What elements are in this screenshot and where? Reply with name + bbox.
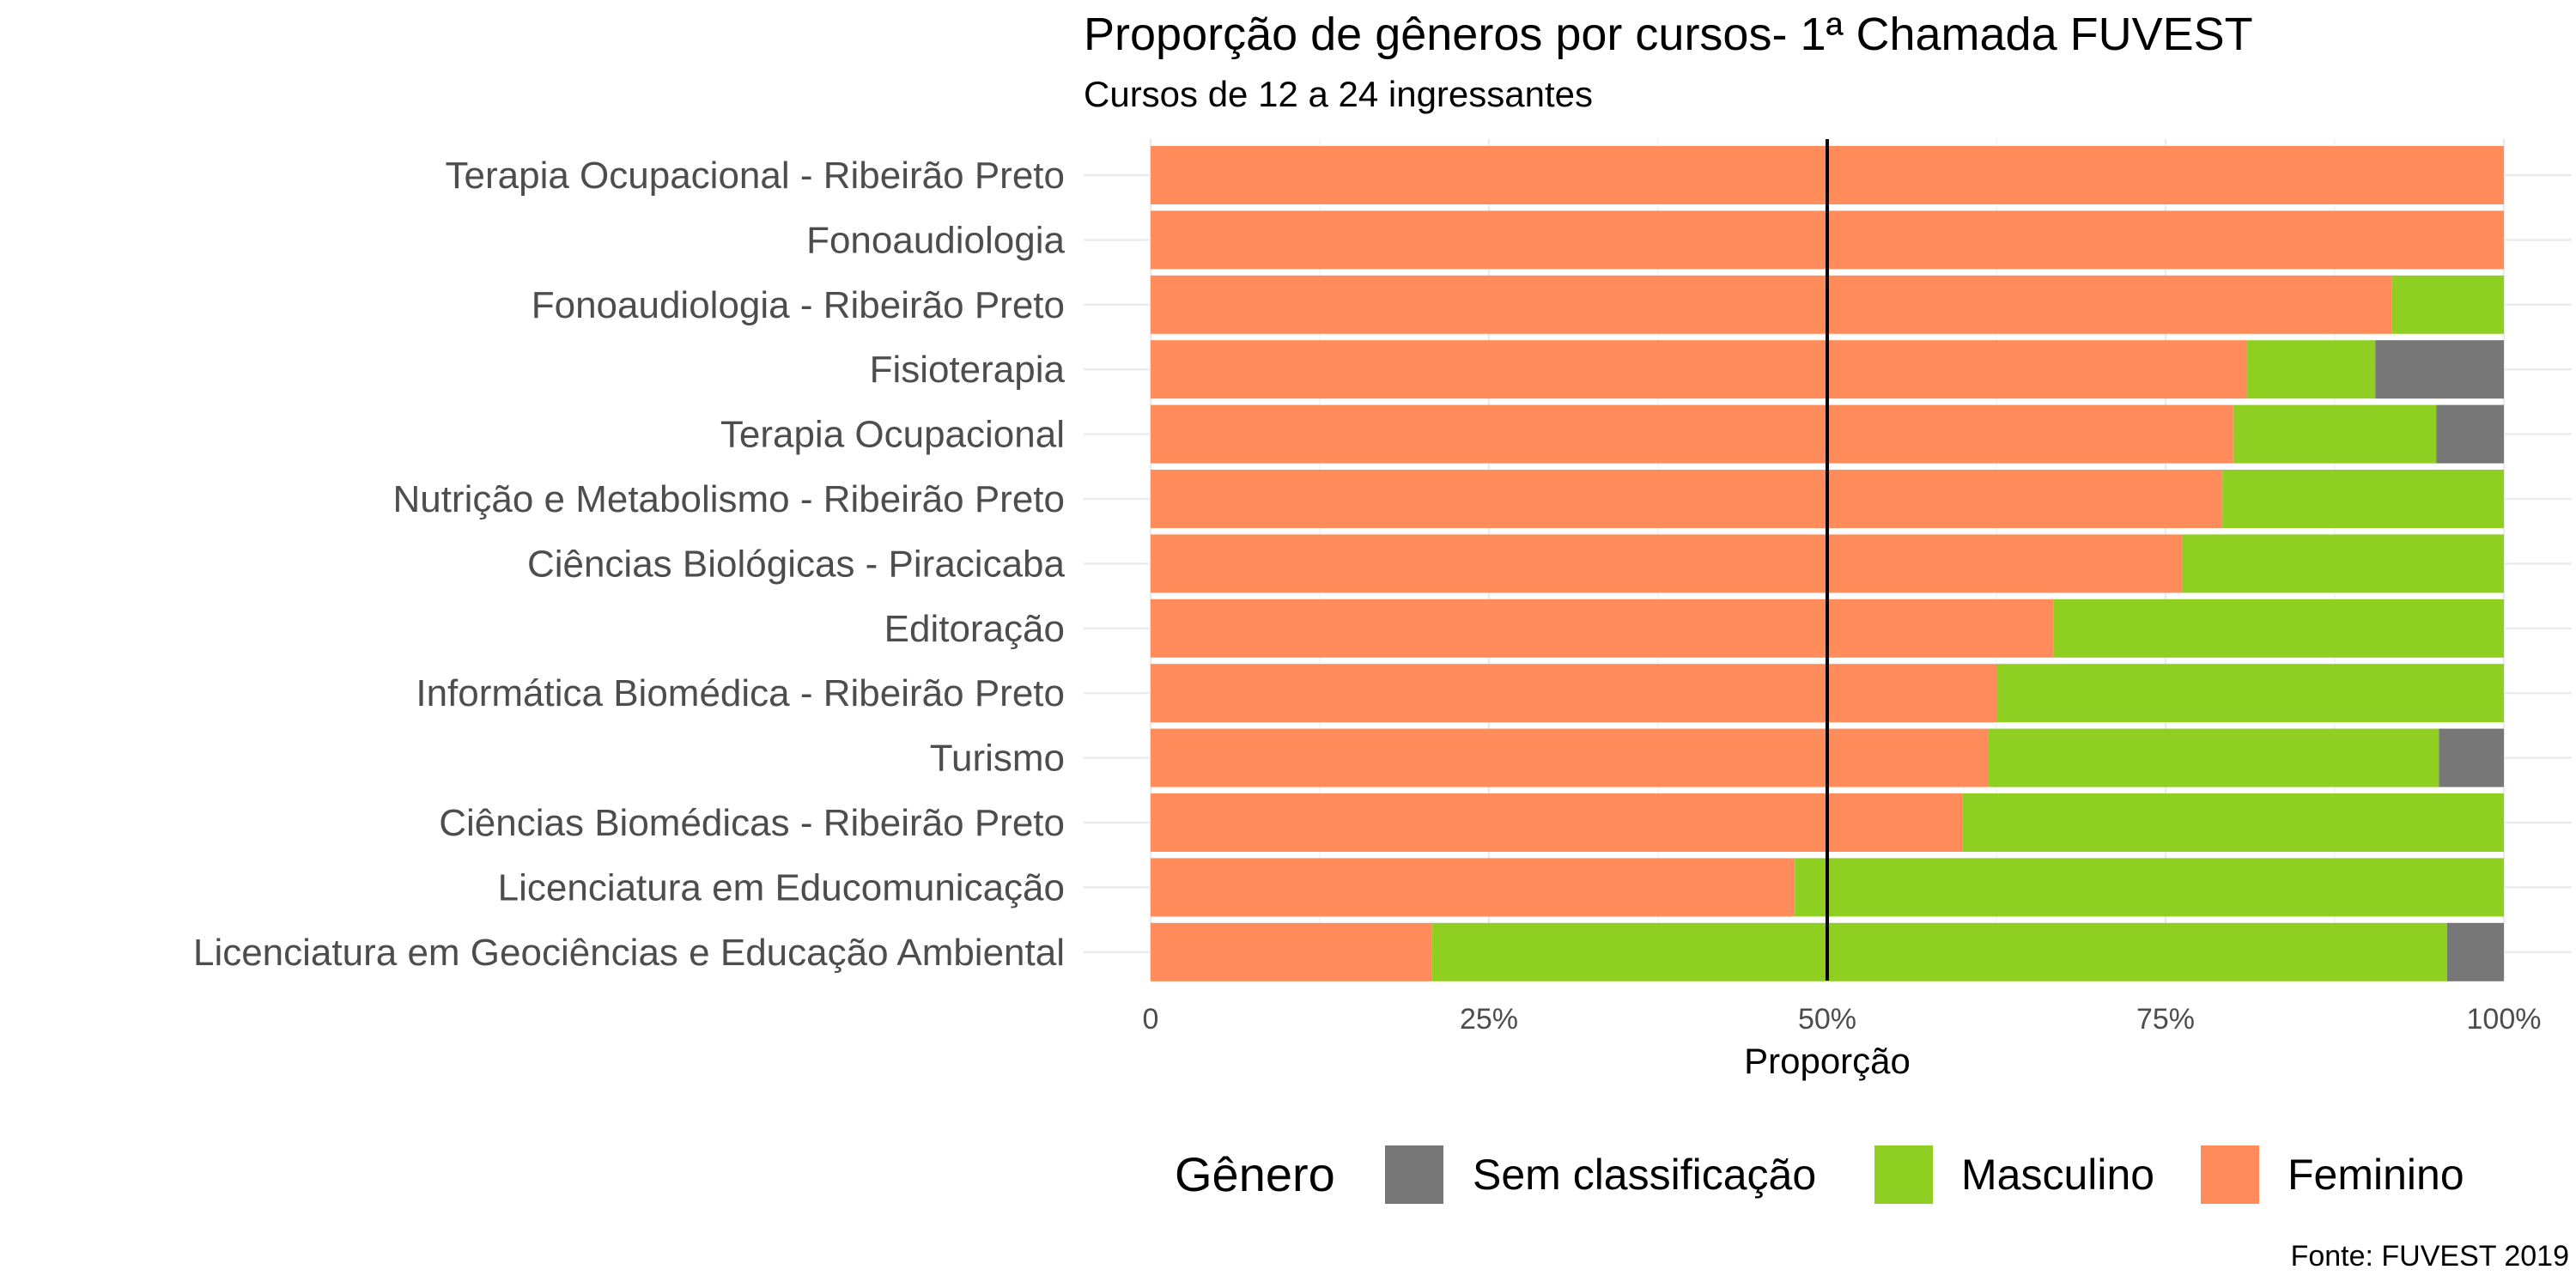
bar-feminino	[1151, 922, 1432, 981]
bar-feminino	[1151, 275, 2392, 334]
y-tick-label: Fisioterapia	[870, 349, 1066, 391]
x-tick-label: 50%	[1798, 1003, 1856, 1036]
y-tick-label: Fonoaudiologia - Ribeirão Preto	[532, 284, 1065, 326]
y-tick-label: Licenciatura em Geociências e Educação A…	[193, 932, 1065, 974]
bars	[1151, 146, 2504, 981]
bar-masculino	[1996, 664, 2504, 723]
y-tick-label: Nutrição e Metabolismo - Ribeirão Preto	[392, 478, 1065, 520]
bar-masculino	[2391, 275, 2504, 334]
legend-label-masculino: Masculino	[1961, 1151, 2154, 1199]
legend-key-sem-classificacao	[1385, 1145, 1443, 1204]
y-tick-label: Informática Biomédica - Ribeirão Preto	[416, 672, 1065, 714]
bar-masculino	[1962, 793, 2504, 852]
y-tick-label: Terapia Ocupacional	[720, 414, 1065, 456]
bar-masculino	[1431, 922, 2447, 981]
x-tick-label: 0	[1143, 1003, 1159, 1036]
bar-feminino	[1151, 793, 1963, 852]
y-tick-label: Licenciatura em Educomunicação	[498, 866, 1065, 908]
y-tick-label: Editoração	[884, 608, 1065, 650]
y-tick-label: Ciências Biológicas - Piracicaba	[527, 543, 1066, 585]
bar-feminino	[1151, 470, 2223, 528]
bar-masculino	[2181, 534, 2504, 593]
bar-masculino	[1795, 858, 2504, 917]
bar-sem-classificacao	[2439, 728, 2504, 787]
bar-feminino	[1151, 404, 2233, 464]
legend-key-masculino	[1874, 1145, 1933, 1204]
bar-masculino	[2233, 404, 2437, 464]
legend: Gênero Sem classificação Masculino Feminino	[1175, 1145, 2464, 1204]
x-tick-label: 75%	[2136, 1003, 2195, 1036]
bar-masculino	[2222, 470, 2504, 528]
bar-masculino	[2053, 598, 2504, 658]
y-tick-label: Fonoaudiologia	[806, 219, 1065, 261]
bar-feminino	[1151, 664, 1996, 723]
bar-sem-classificacao	[2446, 922, 2504, 981]
legend-label-sem-classificacao: Sem classificação	[1473, 1151, 1816, 1199]
y-tick-label: Turismo	[930, 738, 1065, 780]
legend-title: Gênero	[1175, 1147, 1335, 1201]
legend-label-feminino: Feminino	[2287, 1151, 2464, 1199]
x-tick-label: 100%	[2467, 1003, 2542, 1036]
x-tick-label: 25%	[1460, 1003, 1518, 1036]
bar-feminino	[1151, 340, 2247, 399]
bar-feminino	[1151, 598, 2054, 658]
chart-caption: Fonte: FUVEST 2019	[2291, 1240, 2569, 1273]
x-axis-ticks: 0 25% 50% 75% 100%	[1143, 1003, 2542, 1036]
x-axis-title: Proporção	[1744, 1041, 1911, 1081]
bar-feminino	[1151, 858, 1795, 917]
chart-title: Proporção de gêneros por cursos- 1ª Cham…	[1084, 9, 2253, 60]
bar-sem-classificacao	[2375, 340, 2504, 399]
y-tick-label: Ciências Biomédicas - Ribeirão Preto	[439, 802, 1065, 844]
legend-key-feminino	[2201, 1145, 2259, 1204]
bar-feminino	[1151, 534, 2182, 593]
y-tick-label: Terapia Ocupacional - Ribeirão Preto	[446, 155, 1066, 197]
bar-feminino	[1151, 728, 1989, 787]
bar-sem-classificacao	[2436, 404, 2504, 464]
bar-masculino	[2246, 340, 2376, 399]
chart-subtitle: Cursos de 12 a 24 ingressantes	[1084, 74, 1593, 114]
y-axis-labels: Terapia Ocupacional - Ribeirão Preto Fono…	[193, 155, 1066, 974]
bar-masculino	[1988, 728, 2439, 787]
